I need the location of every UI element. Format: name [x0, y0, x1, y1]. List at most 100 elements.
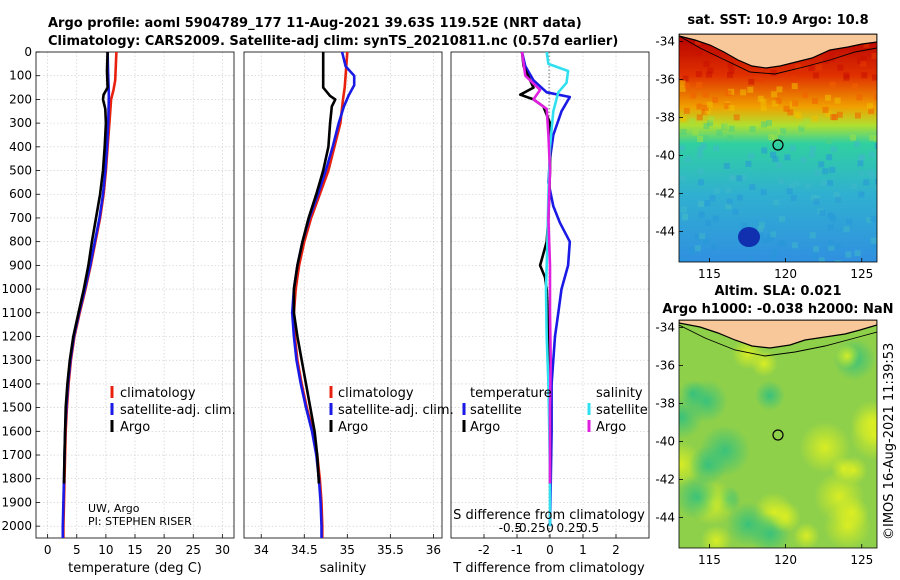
sst-pixel [808, 151, 815, 158]
sst-pixel [869, 172, 876, 179]
salinity-axes-box [243, 51, 443, 539]
sst-pixel [870, 237, 877, 244]
sst-pixel [702, 91, 709, 98]
sst-pixel [696, 81, 703, 88]
sst-pixel [761, 237, 768, 244]
sst-pixel [725, 90, 732, 97]
sst-pixel [679, 80, 686, 87]
sst-pixel [830, 215, 837, 222]
sst-pixel [813, 72, 820, 79]
sla-anomaly-blob [834, 343, 860, 369]
sst-pixel [830, 146, 837, 153]
sst-pixel [854, 112, 861, 119]
y-tick-label: 1200 [1, 329, 32, 343]
legend-argo-label: Argo [338, 420, 368, 435]
sst-pixel [768, 134, 775, 141]
sst-pixel [770, 69, 777, 76]
sst-pixel [679, 257, 686, 262]
difference-ticks: -2 -1 0 1 2 -0.5-0.25 0 0.250.5 [478, 521, 620, 557]
sst-pixel [747, 86, 754, 93]
sst-pixel [703, 122, 710, 129]
x-tick-label: 2 [612, 543, 620, 557]
sst-pixel [828, 244, 835, 251]
y-tick-label: 1400 [1, 377, 32, 391]
map-x-tick-label: 120 [774, 267, 797, 281]
sst-pixel [799, 121, 806, 128]
sst-pixel [682, 214, 689, 221]
sla-map-frame [678, 319, 878, 549]
sst-pixel [825, 138, 832, 145]
sst-pixel [695, 38, 702, 45]
timestamp: ©IMOS 16-Aug-2021 11:39:53 [882, 343, 897, 540]
y-tick-label: 0 [24, 45, 32, 59]
map-x-tick-label: 115 [698, 553, 721, 567]
sst-pixel [702, 238, 709, 245]
sst-pixel [710, 243, 717, 250]
x-tick-label: 35 [340, 543, 355, 557]
sst-pixel [690, 92, 697, 99]
sla-anomaly-blob [679, 474, 720, 520]
salinity-grid [244, 51, 442, 538]
sst-pixel [852, 83, 859, 90]
sla-anomaly-blob [850, 409, 877, 460]
sst-pixel [793, 180, 800, 187]
salinity-legend: climatology satellite-adj. clim. Argo [329, 386, 454, 435]
sst-pixel [860, 60, 867, 67]
sst-pixel [850, 134, 857, 141]
sst-pixel [843, 74, 850, 81]
map-y-tick-label: -44 [655, 225, 675, 239]
difference-xlabel-salinity: S difference from climatology [453, 508, 645, 523]
sst-pixel [823, 57, 830, 64]
sst-pixel [704, 108, 711, 115]
sst-pixel [820, 179, 827, 186]
sla-anomaly-blob [799, 422, 851, 473]
sst-pixel [760, 189, 767, 196]
y-tick-label: 1600 [1, 424, 32, 438]
sst-pixel [727, 61, 734, 68]
sla-map-title-2: Argo h1000: -0.038 h2000: NaN [662, 302, 893, 317]
x-tick-label: 20 [156, 543, 171, 557]
sst-pixel [835, 196, 842, 203]
sst-pixel [863, 41, 870, 48]
sst-pixel [860, 56, 867, 63]
map-x-tick-label: 120 [774, 553, 797, 567]
sst-pixel [736, 194, 743, 201]
sst-pixel [783, 105, 790, 112]
map-x-tick-label: 115 [698, 267, 721, 281]
sst-pixel [834, 260, 841, 262]
legend-s-satellite-label: satellite [596, 403, 648, 418]
x-tick-label: 35.5 [377, 543, 404, 557]
y-tick-label: 2000 [1, 519, 32, 533]
depth-tick-labels: 0 100 200 300 400 500 600 700 800 900 1000 1100 1200… [1, 45, 40, 533]
sst-pixel [776, 161, 783, 168]
sst-pixel [843, 226, 850, 233]
legend-t-satellite-label: satellite [470, 403, 522, 418]
sla-texture [679, 337, 877, 548]
sst-pixel [766, 120, 773, 127]
difference-lines [518, 51, 572, 527]
sla-anomaly-blob [701, 525, 732, 548]
series-line-argo [292, 52, 337, 484]
series-line-s-argo [520, 51, 553, 484]
temperature-xlabel: temperature (deg C) [68, 561, 202, 576]
sst-pixel [680, 116, 687, 123]
sst-pixel [822, 106, 829, 113]
sst-pixel [870, 245, 877, 252]
x-tick-label: 34 [254, 543, 269, 557]
sst-pixel [725, 202, 732, 209]
sst-pixel [688, 248, 695, 255]
sst-pixel [680, 206, 687, 213]
sst-coastline-contour [679, 35, 877, 75]
legend-climatology-label: climatology [120, 386, 196, 401]
y-tick-label: 1900 [1, 495, 32, 509]
sst-pixel [826, 154, 833, 161]
sst-pixel [791, 100, 798, 107]
series-line-t-satellite [520, 51, 572, 527]
sst-pixel [697, 179, 704, 186]
sst-pixel [702, 104, 709, 111]
sst-pixel [713, 145, 720, 152]
legend-argo-label: Argo [120, 420, 150, 435]
sst-pixel [769, 254, 776, 261]
x-tick-label: 30 [215, 543, 230, 557]
sst-pixel [818, 161, 825, 168]
